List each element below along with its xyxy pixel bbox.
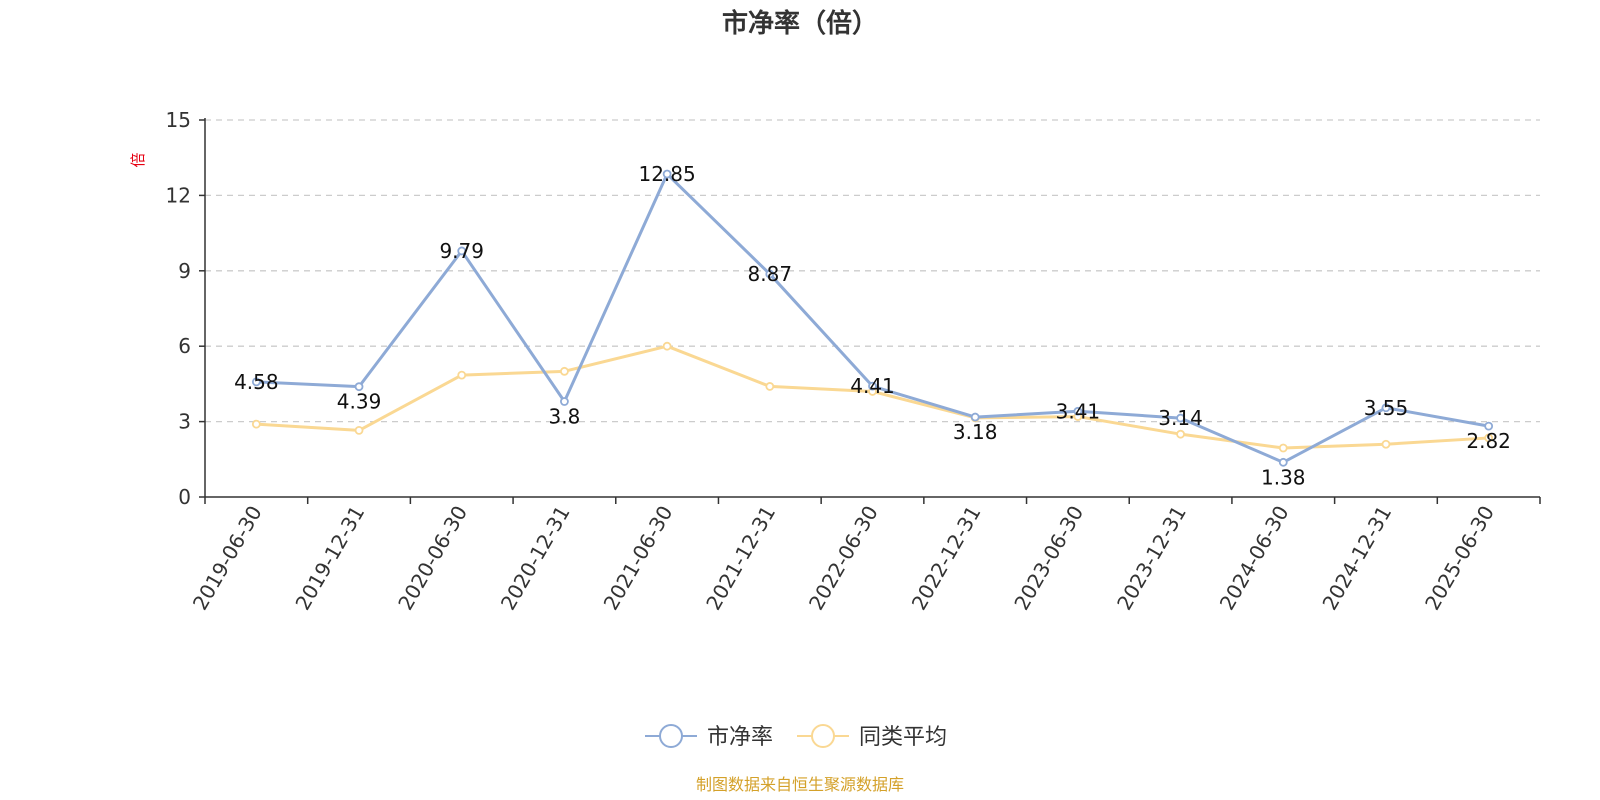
legend-item-1[interactable]: 同类平均 (797, 724, 947, 750)
legend-marker (811, 724, 835, 748)
series-1-point (1176, 429, 1185, 439)
series-0-point (662, 169, 672, 179)
x-tick-label: 2023-12-31 (1112, 502, 1191, 615)
series-line-0 (256, 172, 1489, 464)
y-tick-label: 6 (178, 334, 191, 358)
x-tick-label: 2019-06-30 (188, 502, 267, 615)
series-1-point (765, 382, 775, 391)
series-0-point (354, 382, 364, 392)
x-tick-label: 2023-06-30 (1009, 502, 1088, 615)
y-tick-label: 12 (166, 183, 191, 207)
data-label: 2.82 (1466, 429, 1511, 453)
source-note: 制图数据来自恒生聚源数据库 (696, 775, 904, 794)
data-label: 8.87 (748, 262, 793, 286)
series-1-point (1484, 433, 1494, 443)
x-tick-label: 2020-06-30 (393, 502, 472, 615)
series-0-point (560, 397, 569, 406)
data-label: 3.14 (1158, 406, 1203, 430)
series-0-point (1278, 457, 1288, 467)
x-tick-label: 2020-12-31 (496, 502, 575, 615)
axes: 0 3 6 9 12 15 2019-06-30 2019-12-31 2020-06-30 20… (166, 108, 1541, 615)
series-1-point (662, 341, 672, 351)
legend[interactable]: 市净率 同类平均 (645, 724, 947, 750)
legend-label: 市净率 (707, 725, 773, 750)
x-tick-label: 2021-12-31 (701, 502, 780, 615)
legend-item-0[interactable]: 市净率 (645, 724, 773, 750)
x-tick-label: 2025-06-30 (1420, 502, 1499, 615)
series-1-point (457, 370, 467, 380)
series-0-point (251, 377, 261, 387)
data-label: 12.85 (638, 162, 695, 186)
legend-label: 同类平均 (859, 725, 947, 750)
series-layer (251, 169, 1494, 467)
y-tick-label: 3 (178, 410, 191, 434)
x-tick-label: 2019-12-31 (290, 502, 369, 615)
x-tick-label: 2022-06-30 (804, 502, 883, 615)
series-0-point (1484, 421, 1494, 431)
data-label: 1.38 (1261, 465, 1306, 489)
series-0-point (1073, 406, 1083, 416)
data-labels: 4.58 4.39 9.79 3.8 12.85 8.87 4.41 3.18 3.41 3.14… (234, 162, 1511, 489)
legend-marker (659, 724, 683, 748)
y-tick-label: 0 (178, 485, 191, 509)
series-0-point (1176, 413, 1185, 423)
x-tick-label: 2022-12-31 (907, 502, 986, 615)
series-1-point (354, 425, 364, 435)
y-tick-label: 9 (178, 259, 191, 283)
x-tick-label: 2024-06-30 (1215, 502, 1294, 615)
series-1-point (1278, 443, 1288, 453)
data-label: 4.39 (337, 390, 382, 414)
data-label: 3.8 (549, 404, 581, 428)
data-label: 4.58 (234, 370, 279, 394)
data-label: 3.55 (1364, 396, 1409, 420)
grid (205, 119, 1540, 423)
series-1-point (1381, 439, 1391, 449)
series-0-point (970, 412, 980, 422)
series-0-point (457, 246, 467, 256)
series-0-point (765, 269, 775, 279)
series-0-point (868, 381, 877, 391)
chart-title: 市净率（倍） (722, 8, 878, 39)
series-1-point (560, 366, 569, 376)
series-0-point (1381, 403, 1391, 413)
data-label: 4.41 (850, 374, 895, 398)
series-1-point (251, 419, 261, 429)
x-tick-label: 2024-12-31 (1317, 502, 1396, 615)
data-label: 3.41 (1056, 399, 1101, 423)
data-label: 9.79 (439, 239, 484, 263)
x-tick-label: 2021-06-30 (599, 502, 678, 615)
y-axis-label: 倍 (129, 152, 147, 167)
y-tick-label: 15 (166, 108, 191, 132)
data-label: 3.18 (953, 420, 998, 444)
